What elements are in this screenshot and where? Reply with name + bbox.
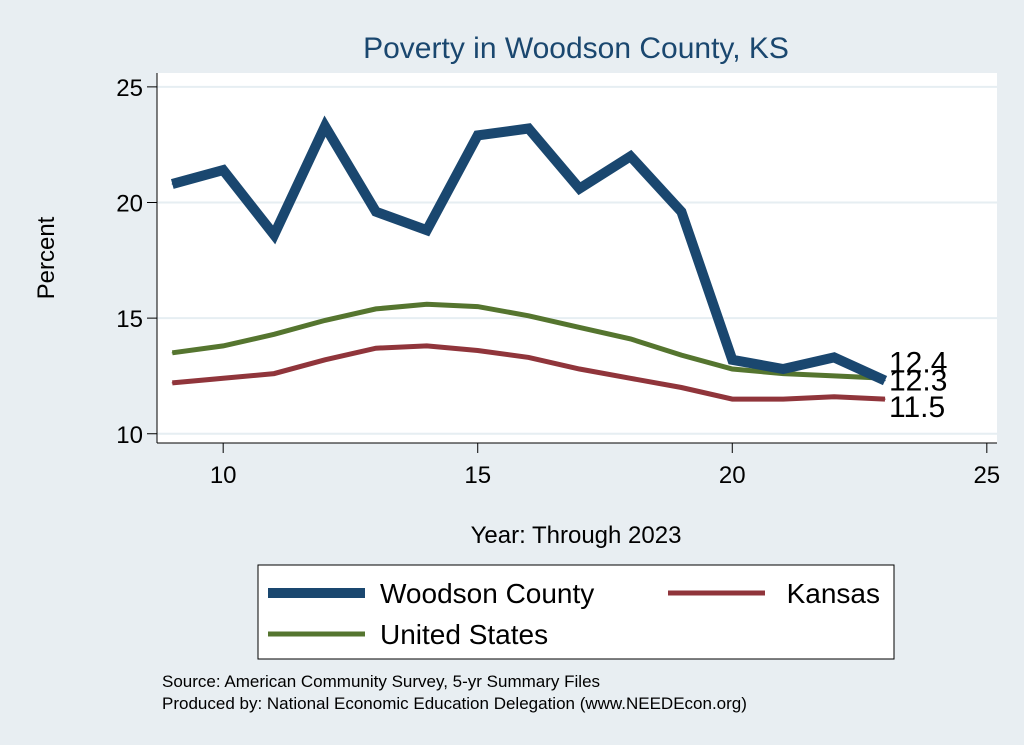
data-point: [426, 345, 428, 347]
end-labels: 12.311.5 12.4: [889, 346, 947, 424]
data-point: [629, 377, 632, 379]
data-point: [629, 338, 632, 340]
data-point: [782, 368, 784, 370]
x-tick-label: 25: [973, 462, 1000, 489]
axes: 10 15 20 25 10 15 20 25: [116, 73, 1000, 489]
data-point: [222, 169, 224, 171]
data-point: [884, 379, 886, 382]
data-point: [171, 183, 173, 185]
data-point: [578, 368, 581, 370]
data-point: [731, 368, 733, 370]
data-point: [629, 155, 632, 157]
y-tick-label: 20: [116, 191, 143, 218]
data-point: [222, 377, 224, 379]
y-tick-label: 10: [116, 422, 143, 449]
data-point: [680, 211, 682, 213]
data-point: [782, 398, 784, 400]
y-tick-label: 15: [116, 306, 143, 333]
chart-title: Poverty in Woodson County, KS: [363, 32, 789, 65]
data-point: [477, 305, 479, 308]
data-point: [884, 398, 886, 400]
legend-items: Woodson County Kansas United States: [268, 578, 880, 650]
data-point: [833, 396, 835, 398]
data-point: [578, 326, 581, 328]
data-point: [375, 211, 377, 213]
x-tick-label: 15: [464, 462, 491, 489]
x-axis-label: Year: Through 2023: [471, 522, 682, 549]
end-value-label: 12.4: [889, 346, 947, 379]
data-point: [578, 188, 581, 190]
data-point: [273, 234, 275, 236]
end-value-label: 11.5: [889, 391, 945, 424]
data-point: [375, 308, 377, 310]
data-point: [426, 303, 428, 305]
data-point: [833, 356, 835, 359]
produced-by-note: Produced by: National Economic Education…: [162, 694, 747, 713]
data-point: [426, 229, 428, 231]
data-point: [528, 315, 530, 317]
y-tick-label: 25: [116, 75, 143, 102]
x-tick-label: 20: [719, 462, 746, 489]
data-point: [324, 125, 326, 127]
data-point: [477, 349, 479, 352]
data-point: [171, 382, 173, 384]
series-lines: [170, 115, 888, 402]
legend-label: Woodson County: [380, 578, 594, 609]
x-tick-label: 10: [210, 462, 237, 489]
data-point: [680, 354, 682, 356]
data-point: [273, 333, 275, 335]
y-axis-label: Percent: [33, 216, 60, 299]
source-note: Source: American Community Survey, 5-yr …: [162, 672, 600, 691]
data-point: [528, 127, 530, 130]
grid-lines: [157, 85, 997, 435]
data-point: [375, 347, 377, 349]
data-point: [171, 352, 173, 354]
data-point: [477, 134, 479, 137]
data-point: [528, 356, 530, 359]
data-point: [833, 375, 835, 377]
data-point: [324, 359, 326, 361]
end-value-label: 12.3: [889, 365, 947, 398]
legend-label: United States: [380, 619, 548, 650]
legend-label: Kansas: [787, 578, 880, 609]
legend: Woodson County Kansas United States: [257, 564, 895, 660]
data-point: [324, 319, 326, 322]
data-point: [731, 359, 733, 361]
data-point: [273, 373, 275, 375]
data-point: [731, 398, 733, 400]
data-point: [222, 345, 224, 347]
plot-area: [157, 73, 997, 443]
legend-box: [257, 564, 895, 660]
data-point: [680, 386, 682, 389]
